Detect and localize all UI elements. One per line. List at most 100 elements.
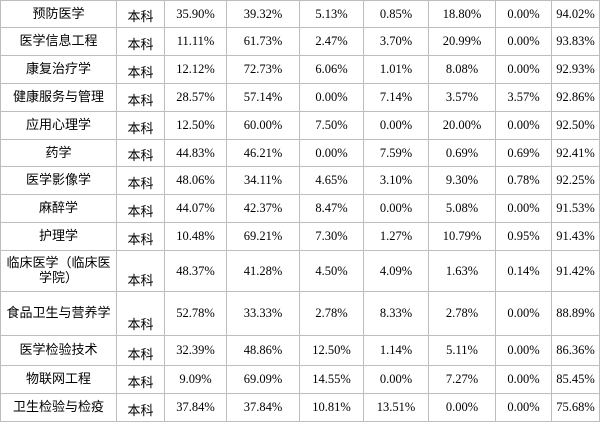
rate-cell: 2.47% (299, 27, 364, 56)
rate-cell: 2.78% (299, 291, 364, 336)
rate-cell: 48.06% (164, 166, 227, 195)
total-rate-cell: 91.53% (551, 194, 600, 223)
rate-cell: 7.50% (299, 111, 364, 140)
rate-cell: 12.12% (164, 55, 227, 84)
total-rate-cell: 85.45% (551, 365, 600, 394)
rate-cell: 1.01% (363, 55, 429, 84)
major-name: 健康服务与管理 (0, 83, 117, 112)
major-name: 医学影像学 (0, 166, 117, 195)
major-name: 护理学 (0, 222, 117, 251)
rate-cell: 3.57% (428, 83, 496, 112)
table-row: 卫生检验与检疫 本科 37.84% 37.84% 10.81% 13.51% 0… (0, 393, 600, 422)
table-row: 食品卫生与营养学 本科 52.78% 33.33% 2.78% 8.33% 2.… (0, 291, 600, 336)
rate-cell: 72.73% (226, 55, 300, 84)
rate-cell: 0.00% (495, 291, 552, 336)
rate-cell: 46.21% (226, 139, 300, 167)
rate-cell: 4.65% (299, 166, 364, 195)
degree-level: 本科 (116, 111, 165, 140)
rate-cell: 12.50% (299, 335, 364, 366)
rate-cell: 20.00% (428, 111, 496, 140)
rate-cell: 0.00% (495, 194, 552, 223)
rate-cell: 2.78% (428, 291, 496, 336)
total-rate-cell: 88.89% (551, 291, 600, 336)
rate-cell: 0.00% (495, 27, 552, 56)
rate-cell: 0.00% (495, 393, 552, 422)
table-row: 应用心理学 本科 12.50% 60.00% 7.50% 0.00% 20.00… (0, 111, 600, 140)
rate-cell: 41.28% (226, 250, 300, 292)
rate-cell: 7.59% (363, 139, 429, 167)
rate-cell: 0.69% (428, 139, 496, 167)
total-rate-cell: 93.83% (551, 27, 600, 56)
major-name: 卫生检验与检疫 (0, 393, 117, 422)
rate-cell: 0.00% (428, 393, 496, 422)
rate-cell: 35.90% (164, 0, 227, 28)
rate-cell: 0.14% (495, 250, 552, 292)
rate-cell: 10.79% (428, 222, 496, 251)
rate-cell: 61.73% (226, 27, 300, 56)
degree-level: 本科 (116, 393, 165, 422)
table-row: 麻醉学 本科 44.07% 42.37% 8.47% 0.00% 5.08% 0… (0, 194, 600, 223)
degree-level: 本科 (116, 27, 165, 56)
table-row: 预防医学 本科 35.90% 39.32% 5.13% 0.85% 18.80%… (0, 0, 600, 28)
rate-cell: 0.00% (363, 365, 429, 394)
total-rate-cell: 75.68% (551, 393, 600, 422)
degree-level: 本科 (116, 0, 165, 28)
rate-cell: 33.33% (226, 291, 300, 336)
rate-cell: 9.09% (164, 365, 227, 394)
rate-cell: 0.85% (363, 0, 429, 28)
table-row: 物联网工程 本科 9.09% 69.09% 14.55% 0.00% 7.27%… (0, 365, 600, 394)
total-rate-cell: 86.36% (551, 335, 600, 366)
rate-cell: 1.63% (428, 250, 496, 292)
rate-cell: 13.51% (363, 393, 429, 422)
rate-cell: 12.50% (164, 111, 227, 140)
table-row: 临床医学（临床医学院） 本科 48.37% 41.28% 4.50% 4.09%… (0, 250, 600, 292)
rate-cell: 6.06% (299, 55, 364, 84)
total-rate-cell: 94.02% (551, 0, 600, 28)
rate-cell: 5.11% (428, 335, 496, 366)
table-row: 健康服务与管理 本科 28.57% 57.14% 0.00% 7.14% 3.5… (0, 83, 600, 112)
major-name: 预防医学 (0, 0, 117, 28)
rate-cell: 1.14% (363, 335, 429, 366)
total-rate-cell: 92.25% (551, 166, 600, 195)
rate-cell: 42.37% (226, 194, 300, 223)
rate-cell: 0.00% (363, 111, 429, 140)
rate-cell: 0.00% (495, 111, 552, 140)
rate-cell: 10.81% (299, 393, 364, 422)
rate-cell: 0.95% (495, 222, 552, 251)
rate-cell: 8.33% (363, 291, 429, 336)
degree-level: 本科 (116, 194, 165, 223)
major-name: 物联网工程 (0, 365, 117, 394)
table-row: 医学影像学 本科 48.06% 34.11% 4.65% 3.10% 9.30%… (0, 166, 600, 195)
total-rate-cell: 91.43% (551, 222, 600, 251)
degree-level: 本科 (116, 83, 165, 112)
rate-cell: 69.09% (226, 365, 300, 394)
degree-level: 本科 (116, 139, 165, 167)
rate-cell: 37.84% (226, 393, 300, 422)
rate-cell: 20.99% (428, 27, 496, 56)
rate-cell: 0.00% (299, 83, 364, 112)
degree-level: 本科 (116, 291, 165, 336)
rate-cell: 18.80% (428, 0, 496, 28)
rate-cell: 8.08% (428, 55, 496, 84)
rate-cell: 48.86% (226, 335, 300, 366)
rate-cell: 7.27% (428, 365, 496, 394)
rate-cell: 4.50% (299, 250, 364, 292)
rate-cell: 14.55% (299, 365, 364, 394)
rate-cell: 7.30% (299, 222, 364, 251)
rate-cell: 52.78% (164, 291, 227, 336)
rate-cell: 0.00% (299, 139, 364, 167)
rate-cell: 28.57% (164, 83, 227, 112)
rate-cell: 5.13% (299, 0, 364, 28)
major-name: 食品卫生与营养学 (0, 291, 117, 336)
degree-level: 本科 (116, 250, 165, 292)
rate-cell: 32.39% (164, 335, 227, 366)
degree-level: 本科 (116, 166, 165, 195)
rate-cell: 3.70% (363, 27, 429, 56)
major-name: 应用心理学 (0, 111, 117, 140)
major-name: 麻醉学 (0, 194, 117, 223)
major-name: 康复治疗学 (0, 55, 117, 84)
rate-cell: 3.57% (495, 83, 552, 112)
table-row: 护理学 本科 10.48% 69.21% 7.30% 1.27% 10.79% … (0, 222, 600, 251)
table-row: 康复治疗学 本科 12.12% 72.73% 6.06% 1.01% 8.08%… (0, 55, 600, 84)
